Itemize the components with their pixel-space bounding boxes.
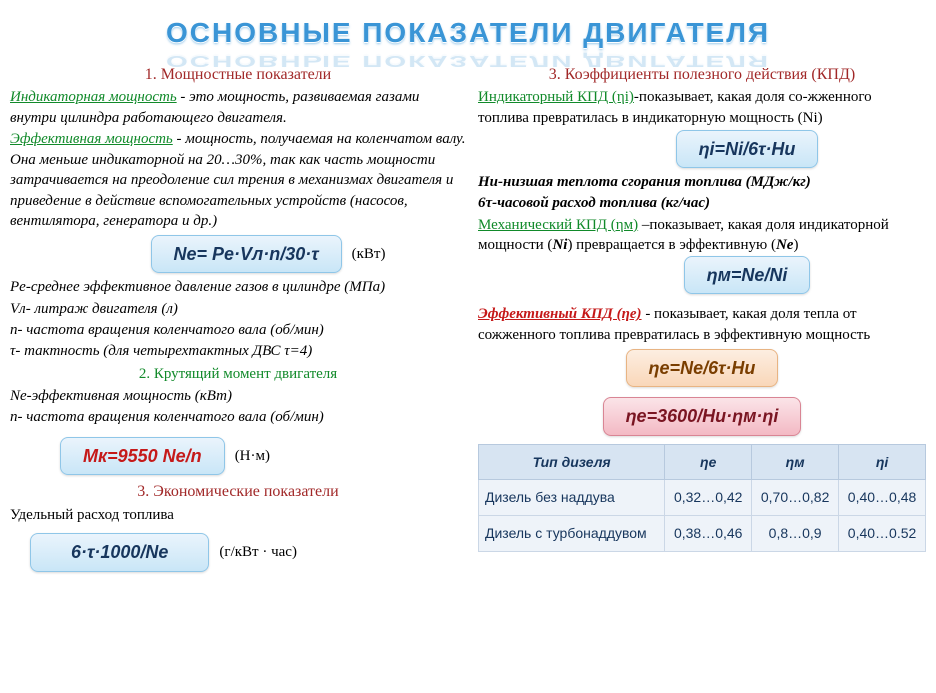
page-title: ОСНОВНЫЕ ПОКАЗАТЕЛИ ДВИГАТЕЛЯ — [0, 0, 936, 56]
pe-def: Pe-среднее эффективное давление газов в … — [10, 277, 466, 297]
mech-kpd-para: Механический КПД (ηм) –показывает, какая… — [478, 215, 926, 256]
formula-fuel-row: 6·τ·1000/Ne (г/кВт · час) — [30, 533, 466, 571]
cell-r1c3: 0,70…0,82 — [752, 480, 839, 516]
mech-ni: Ni — [552, 237, 567, 253]
section1-head: 1. Мощностные показатели — [10, 64, 466, 86]
cell-r2c4: 0,40…0.52 — [839, 516, 926, 552]
right-column: 3. Коэффициенты полезного действия (КПД)… — [478, 62, 926, 576]
tau-def: τ- тактность (для четырехтактных ДВС τ=4… — [10, 341, 466, 361]
cell-r2c2: 0,38…0,46 — [665, 516, 752, 552]
section3-head: 3. Экономические показатели — [10, 481, 466, 503]
hu-text: Hu-низшая теплота сгорания топлива (МДж/… — [478, 174, 811, 190]
unit-kw: (кВт) — [352, 244, 386, 264]
formula-ne-row: Ne= Pe·Vл·n/30·τ (кВт) — [70, 235, 466, 273]
efficiency-table: Тип дизеля ηе ηм ηi Дизель без наддува 0… — [478, 444, 926, 553]
eff-kpd-term: Эффективный КПД (ηе) — [478, 306, 642, 322]
n-def: n- частота вращения коленчатого вала (об… — [10, 320, 466, 340]
mech-ne: Ne — [776, 237, 794, 253]
specific-fuel-label: Удельный расход топлива — [10, 505, 466, 525]
formula-ne2-wrap: ηе=3600/Hu·ηм·ηi — [478, 397, 926, 435]
formula-ne-eff2: ηе=3600/Hu·ηм·ηi — [603, 397, 802, 435]
table-row: Дизель без наддува 0,32…0,42 0,70…0,82 0… — [479, 480, 926, 516]
formula-mk: Мк=9550 Ne/n — [60, 437, 225, 475]
vl-def: Vл- литраж двигателя (л) — [10, 299, 466, 319]
unit-fuel: (г/кВт · час) — [219, 542, 297, 562]
eff-kpd-para: Эффективный КПД (ηе) - показывает, какая… — [478, 304, 926, 345]
formula-mk-row: Мк=9550 Ne/n (Н·м) — [60, 437, 466, 475]
mech-kpd-t3: ) — [793, 237, 798, 253]
formula-nm-wrap: ηм=Ne/Ni — [478, 256, 926, 294]
sixtau-text: 6τ-часовой расход топлива (кг/час) — [478, 195, 710, 211]
effective-power-note: Она меньше индикаторной на 20…30%, так к… — [10, 150, 466, 231]
cell-r1c4: 0,40…0,48 — [839, 480, 926, 516]
ne2-def: Ne-эффективная мощность (кВт) — [10, 386, 466, 406]
effective-power-term: Эффективная мощность — [10, 131, 173, 147]
mech-kpd-term: Механический КПД (ηм) — [478, 217, 638, 233]
formula-fuel: 6·τ·1000/Ne — [30, 533, 209, 571]
table-row: Дизель с турбонаддувом 0,38…0,46 0,8…0,9… — [479, 516, 926, 552]
cell-r1c1: Дизель без наддува — [479, 480, 665, 516]
section2-head: 2. Крутящий момент двигателя — [10, 364, 466, 384]
columns: 1. Мощностные показатели Индикаторная мо… — [0, 56, 936, 576]
th-type: Тип дизеля — [479, 444, 665, 480]
indicator-power-para: Индикаторная мощность - это мощность, ра… — [10, 87, 466, 128]
th-ne: ηе — [665, 444, 752, 480]
cell-r2c1: Дизель с турбонаддувом — [479, 516, 665, 552]
n2-def: n- частота вращения коленчатого вала (об… — [10, 407, 466, 427]
th-ni: ηi — [839, 444, 926, 480]
unit-nm: (Н·м) — [235, 446, 270, 466]
formula-nm: ηм=Ne/Ni — [684, 256, 811, 294]
indicator-power-term: Индикаторная мощность — [10, 89, 177, 105]
table-header-row: Тип дизеля ηе ηм ηi — [479, 444, 926, 480]
formula-ne: Ne= Pe·Vл·n/30·τ — [151, 235, 342, 273]
cell-r1c2: 0,32…0,42 — [665, 480, 752, 516]
effective-power-para: Эффективная мощность - мощность, получае… — [10, 129, 466, 149]
sixtau-def: 6τ-часовой расход топлива (кг/час) — [478, 193, 926, 213]
formula-ne-eff1: ηе=Ne/6τ·Hu — [626, 349, 779, 387]
left-column: 1. Мощностные показатели Индикаторная мо… — [10, 62, 466, 576]
mech-kpd-t2: ) превращается в эффективную ( — [567, 237, 776, 253]
formula-ne1-wrap: ηе=Ne/6τ·Hu — [478, 349, 926, 387]
effective-power-text: - мощность, получаемая на коленчатом вал… — [173, 131, 466, 147]
hu-def: Hu-низшая теплота сгорания топлива (МДж/… — [478, 172, 926, 192]
cell-r2c3: 0,8…0,9 — [752, 516, 839, 552]
indicator-kpd-para: Индикаторный КПД (ηi)-показывает, какая … — [478, 87, 926, 128]
right-sec3-head: 3. Коэффициенты полезного действия (КПД) — [478, 64, 926, 86]
formula-ni-wrap: ηi=Ni/6τ·Hu — [478, 130, 926, 168]
formula-ni: ηi=Ni/6τ·Hu — [676, 130, 819, 168]
indicator-kpd-term: Индикаторный КПД (ηi) — [478, 89, 634, 105]
th-nm: ηм — [752, 444, 839, 480]
